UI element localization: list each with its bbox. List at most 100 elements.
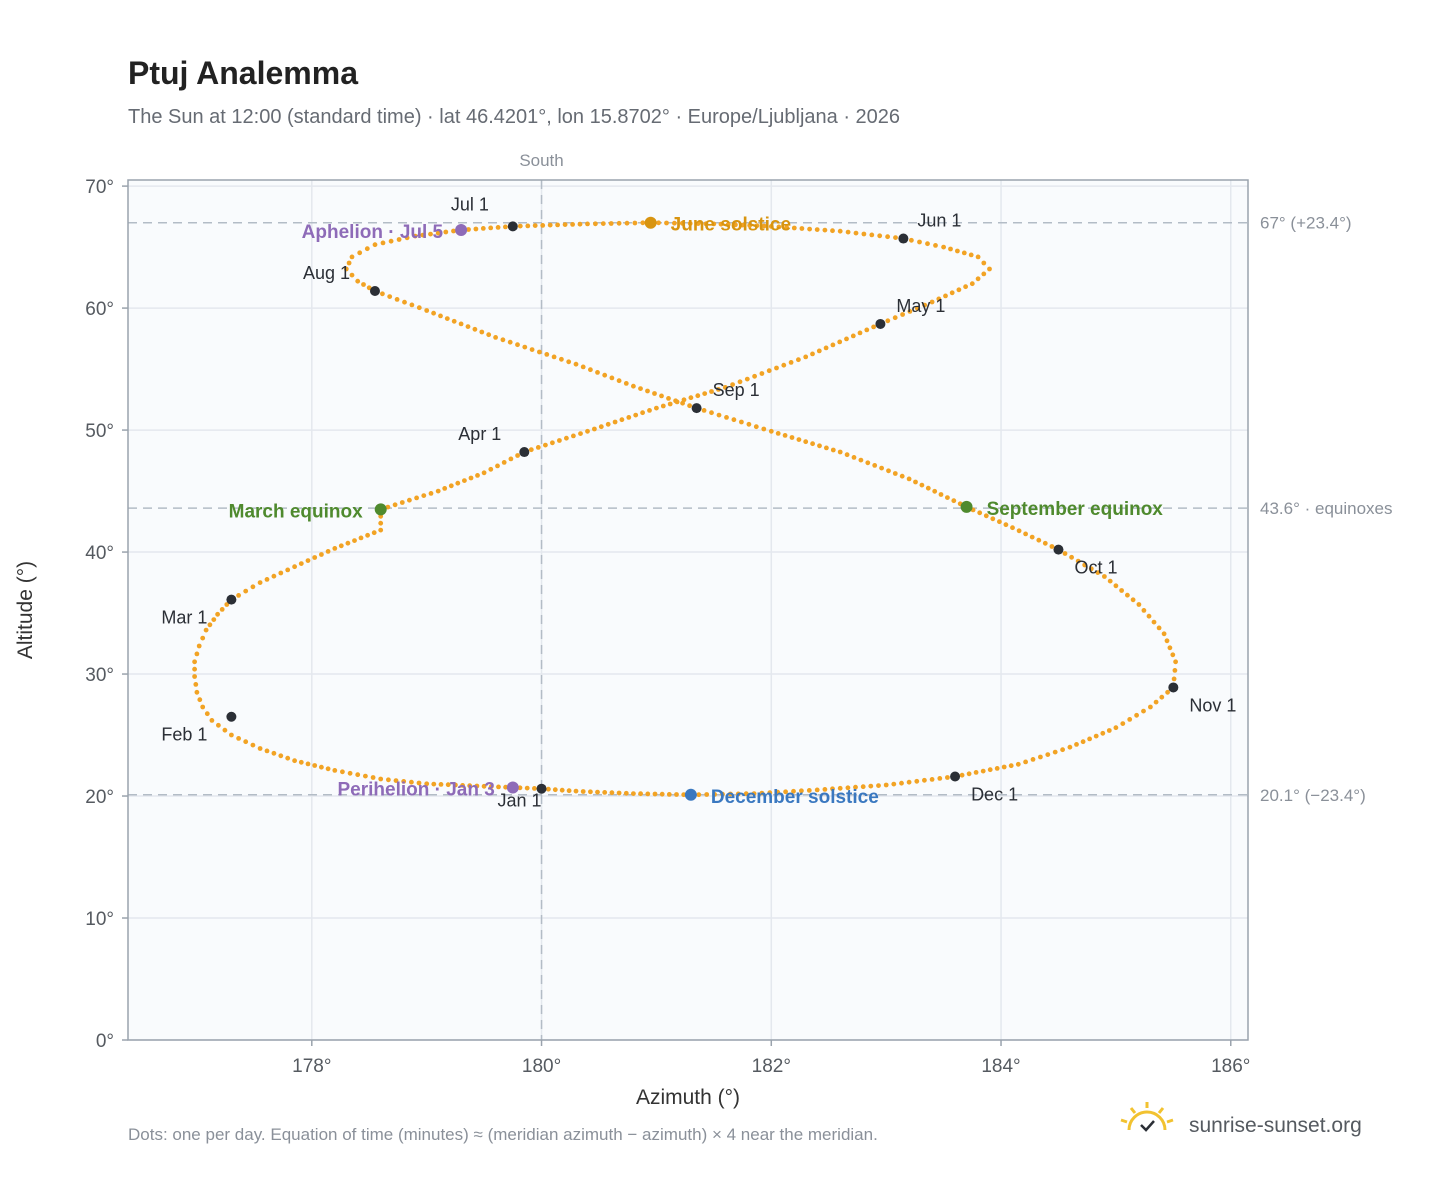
daily-dot: [695, 221, 701, 227]
daily-dot: [822, 787, 828, 792]
daily-dot: [830, 228, 835, 234]
daily-dot: [349, 254, 355, 260]
daily-dot: [640, 410, 645, 416]
daily-dot: [969, 281, 975, 287]
daily-dot: [879, 465, 884, 471]
daily-dot: [501, 460, 507, 465]
daily-dot: [431, 310, 436, 316]
daily-dot: [877, 233, 883, 239]
daily-dot: [616, 220, 622, 226]
meridian-label: South: [519, 151, 563, 170]
daily-dot: [871, 324, 876, 330]
daily-dot: [775, 789, 781, 795]
daily-dot: [1172, 668, 1178, 673]
daily-dot: [462, 478, 467, 483]
daily-dot: [883, 782, 889, 788]
daily-dot: [933, 243, 938, 248]
daily-dot: [853, 230, 859, 236]
y-tick-label: 60°: [85, 299, 114, 320]
daily-dot: [378, 776, 384, 782]
daily-dot: [319, 764, 324, 770]
daily-dot: [851, 455, 857, 460]
daily-dot: [830, 447, 836, 453]
month-marker-label: Dec 1: [971, 785, 1018, 805]
daily-dot: [401, 779, 407, 784]
daily-dot: [495, 463, 500, 469]
daily-dot: [481, 470, 487, 476]
daily-dot: [355, 278, 361, 284]
daily-dot: [609, 375, 615, 381]
daily-dot: [913, 479, 918, 485]
daily-dot: [632, 220, 638, 226]
daily-dot: [319, 552, 324, 557]
daily-dot: [525, 223, 531, 229]
daily-dot: [580, 789, 586, 794]
daily-dot: [616, 378, 622, 384]
daily-dot: [914, 778, 920, 784]
daily-dot: [1146, 613, 1152, 619]
daily-dot: [562, 222, 568, 228]
daily-dot: [955, 248, 960, 254]
daily-dot: [799, 226, 805, 231]
daily-dot: [566, 788, 572, 794]
daily-dot: [987, 767, 993, 773]
daily-dot: [488, 466, 494, 472]
daily-dot: [975, 276, 981, 282]
daily-dot: [876, 783, 881, 788]
daily-dot: [409, 302, 415, 308]
daily-dot: [550, 440, 555, 446]
daily-dot: [474, 783, 480, 789]
daily-dot: [236, 736, 242, 741]
daily-dot: [1165, 689, 1170, 695]
daily-dot: [271, 750, 277, 756]
x-tick-label: 180°: [522, 1056, 561, 1077]
daily-dot: [515, 453, 520, 458]
chart-title: Ptuj Analemma: [128, 55, 358, 91]
daily-dot: [546, 786, 551, 792]
daily-dot: [1015, 761, 1021, 767]
daily-dot: [204, 711, 210, 717]
daily-dot: [948, 246, 953, 252]
daily-dot: [973, 770, 979, 775]
daily-dot: [922, 302, 928, 308]
month-marker-dot: [536, 783, 547, 794]
month-marker-label: Aug 1: [303, 263, 350, 283]
daily-dot: [1113, 725, 1119, 731]
daily-dot: [981, 271, 987, 277]
daily-dot: [959, 772, 965, 778]
daily-dot: [1038, 754, 1043, 760]
daily-dot: [393, 778, 399, 783]
daily-dot: [737, 379, 743, 385]
event-marker-dot: [455, 224, 468, 237]
daily-dot: [503, 784, 508, 790]
daily-dot: [394, 297, 400, 302]
daily-dot: [493, 335, 498, 340]
daily-dot: [667, 401, 673, 407]
daily-dot: [746, 421, 752, 427]
daily-dot: [645, 791, 651, 797]
daily-dot: [200, 635, 206, 641]
daily-dot: [791, 225, 797, 231]
daily-dot: [460, 783, 465, 788]
daily-dot: [868, 783, 874, 789]
daily-dot: [803, 439, 809, 445]
daily-dot: [752, 373, 757, 379]
daily-dot: [396, 237, 402, 242]
month-marker-label: May 1: [896, 296, 945, 316]
daily-dot: [507, 339, 513, 345]
daily-dot: [345, 540, 351, 546]
daily-dot: [751, 791, 757, 796]
daily-dot: [731, 417, 737, 423]
daily-dot: [312, 763, 318, 768]
daily-dot: [740, 222, 745, 228]
daily-dot: [929, 777, 935, 782]
daily-dot: [782, 433, 788, 438]
daily-dot: [325, 549, 331, 554]
daily-dot: [892, 471, 898, 476]
daily-dot: [278, 753, 284, 759]
daily-dot: [664, 220, 669, 226]
daily-dot: [1102, 574, 1107, 579]
daily-dot: [817, 443, 822, 449]
daily-dot: [961, 250, 967, 256]
daily-dot: [660, 403, 666, 409]
